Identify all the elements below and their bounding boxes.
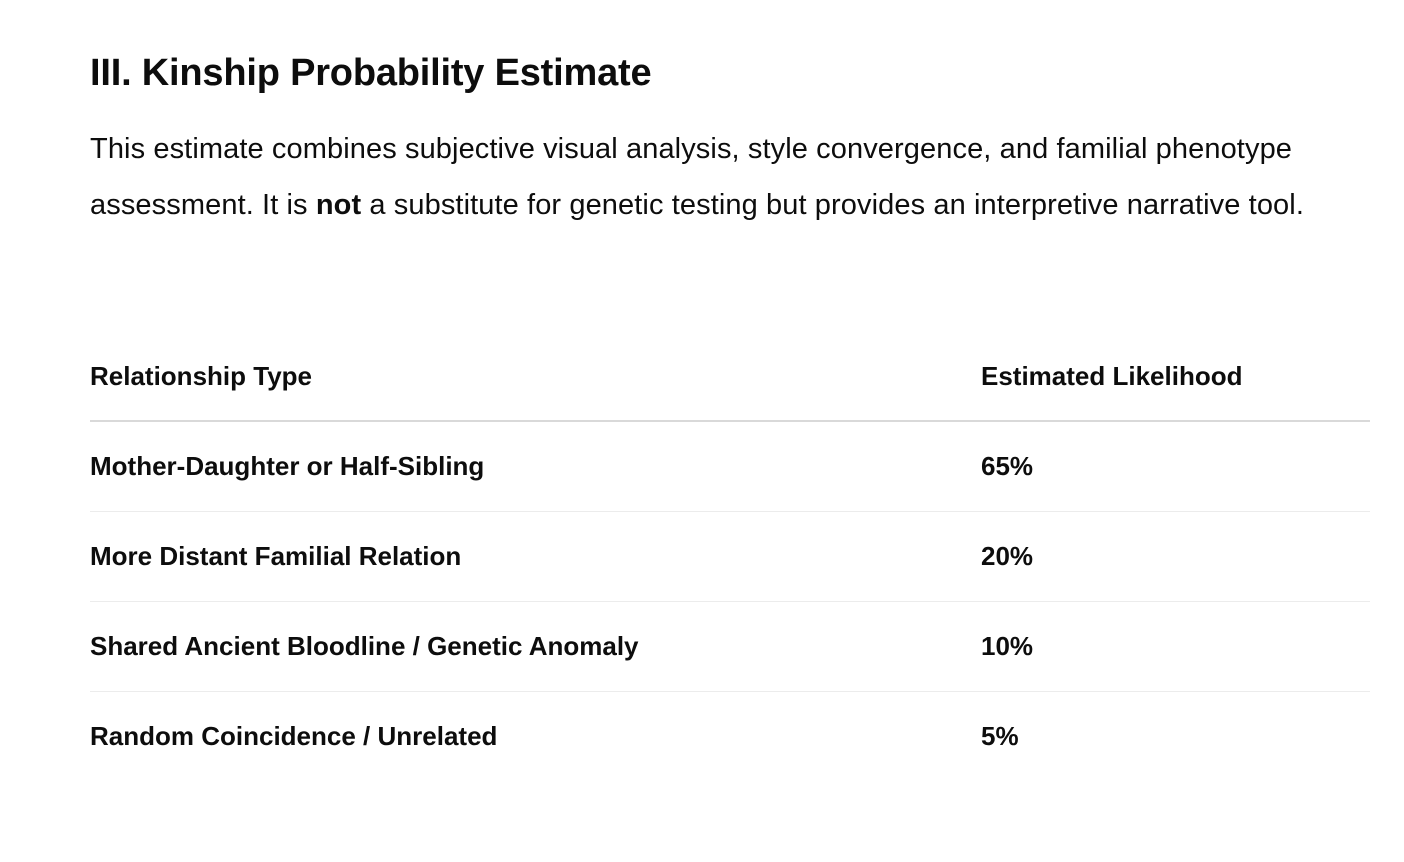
likelihood-cell: 10% — [981, 601, 1370, 692]
intro-text-start: This estimate combines subjective visual… — [90, 133, 1293, 221]
table-row: More Distant Familial Relation 20% — [90, 511, 1370, 602]
table-row: Shared Ancient Bloodline / Genetic Anoma… — [90, 601, 1370, 692]
relationship-cell: Random Coincidence / Unrelated — [90, 720, 498, 751]
table-row: Random Coincidence / Unrelated 5% — [90, 691, 1370, 781]
likelihood-cell: 20% — [981, 511, 1370, 602]
relationship-cell: Mother-Daughter or Half-Sibling — [90, 421, 981, 512]
intro-text-end: a substitute for genetic testing but pro… — [361, 189, 1304, 221]
kinship-probability-table: Relationship Type Estimated Likelihood M… — [90, 332, 1370, 781]
table-row: Mother-Daughter or Half-Sibling 65% — [90, 421, 1370, 512]
likelihood-cell: 65% — [981, 421, 1370, 512]
header-estimated-likelihood: Estimated Likelihood — [981, 332, 1370, 422]
relationship-cell: Shared Ancient Bloodline / Genetic Anoma… — [90, 601, 981, 692]
relationship-cell: More Distant Familial Relation — [90, 511, 981, 602]
intro-paragraph: This estimate combines subjective visual… — [90, 121, 1330, 233]
intro-emphasis: not — [315, 189, 362, 221]
section-heading: III. Kinship Probability Estimate — [90, 52, 652, 94]
likelihood-cell: 5% — [981, 720, 1019, 751]
header-relationship-type: Relationship Type — [90, 332, 981, 422]
table-header-row: Relationship Type Estimated Likelihood — [90, 332, 1370, 422]
